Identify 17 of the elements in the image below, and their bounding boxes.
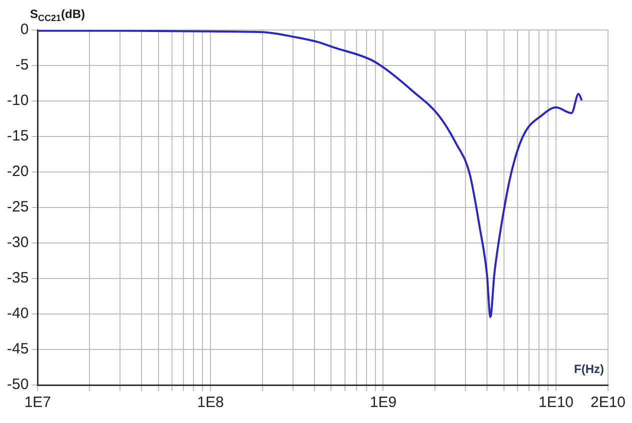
x-tick-label: 2E10 <box>590 394 626 412</box>
y-tick-label: -20 <box>6 163 29 180</box>
x-tick-label: 1E10 <box>538 394 574 412</box>
y-tick-label: -15 <box>6 128 29 145</box>
y-tick-label: 0 <box>20 21 29 38</box>
y-tick-label: -35 <box>6 270 29 287</box>
y-tick-label: -10 <box>6 92 29 110</box>
y-tick-label: -5 <box>15 56 29 74</box>
y-tick-label: -30 <box>6 234 29 252</box>
x-tick-label: 1E7 <box>24 394 52 412</box>
y-tick-label: -40 <box>6 305 29 322</box>
x-tick-label: 1E8 <box>197 394 224 412</box>
y-tick-label: -50 <box>6 376 29 394</box>
y-tick-label: -45 <box>6 340 29 358</box>
x-axis-title: F(Hz) <box>574 362 604 376</box>
x-tick-label: 1E9 <box>370 394 397 412</box>
y-tick-label: -25 <box>6 198 29 216</box>
